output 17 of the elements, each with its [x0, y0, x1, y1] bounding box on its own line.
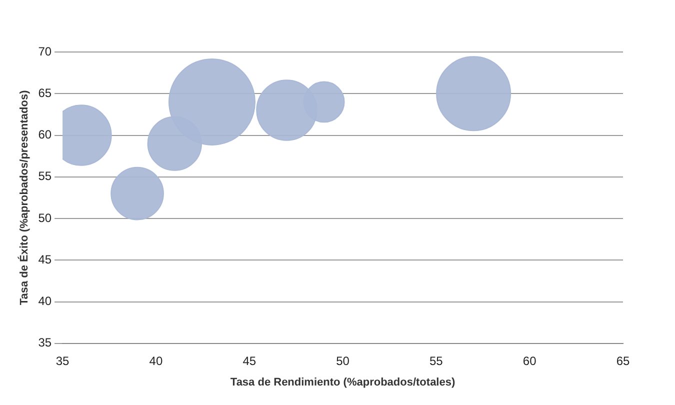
- x-tick-label: 45: [242, 354, 256, 368]
- y-axis-title: Tasa de Éxito (%aprobados/presentados): [18, 90, 31, 306]
- y-tick-label: 35: [38, 336, 52, 350]
- x-tick-label: 55: [430, 354, 444, 368]
- y-tick-label: 55: [38, 169, 52, 184]
- x-tick-label: 40: [149, 354, 163, 368]
- y-tick-label: 60: [38, 128, 52, 142]
- y-tick-label: 70: [38, 44, 52, 58]
- x-tick-label: 50: [336, 354, 350, 368]
- x-tick-label: 35: [56, 354, 70, 368]
- x-tick-label: 60: [522, 354, 537, 368]
- y-tick-label: 40: [38, 294, 52, 308]
- x-tick-label: 65: [616, 354, 630, 368]
- y-tick-label: 45: [38, 252, 52, 266]
- x-axis-title: Tasa de Rendimiento (%aprobados/totales): [230, 376, 456, 388]
- y-tick-label: 50: [38, 210, 52, 225]
- y-tick-label: 65: [38, 86, 52, 100]
